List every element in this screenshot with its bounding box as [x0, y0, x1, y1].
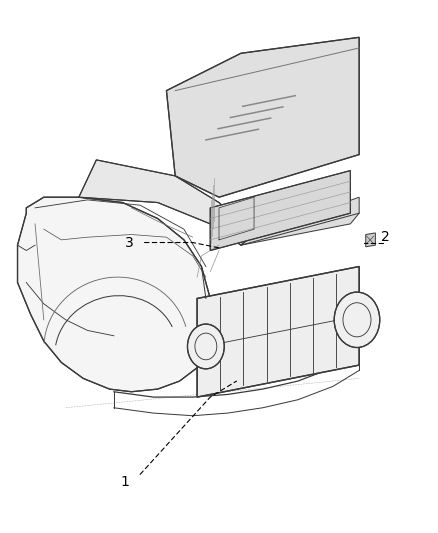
Polygon shape [79, 160, 254, 245]
Text: 3: 3 [125, 236, 134, 249]
Circle shape [187, 324, 224, 369]
Text: 1: 1 [120, 475, 129, 489]
Polygon shape [366, 233, 375, 247]
Polygon shape [241, 197, 359, 245]
Polygon shape [197, 266, 359, 397]
Polygon shape [210, 171, 350, 251]
Text: 2: 2 [381, 230, 390, 244]
Polygon shape [18, 197, 210, 392]
Circle shape [334, 292, 380, 348]
Polygon shape [166, 37, 359, 197]
